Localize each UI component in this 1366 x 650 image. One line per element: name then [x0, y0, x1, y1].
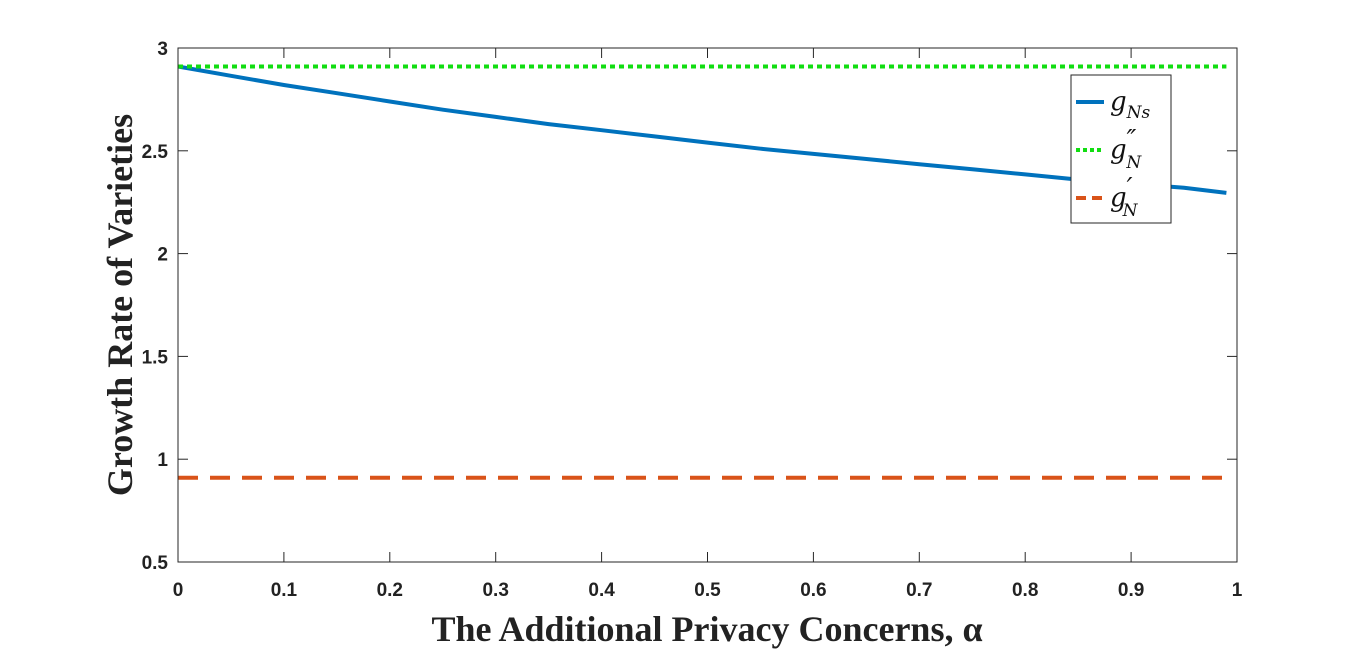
x-tick-label: 0.9	[1118, 580, 1144, 601]
x-tick-label: 0.2	[377, 580, 403, 601]
legend-subscript: N	[1125, 153, 1142, 173]
series-lines	[177, 64, 1227, 480]
plot-frame	[177, 47, 1238, 563]
tick-labels: 0 0.1 0.2 0.3 0.4 0.5 0.6 0.7 0.8 0.9 1 0.5 1 1.5 2 2.5…	[142, 39, 1243, 601]
x-tick-label: 1	[1232, 580, 1243, 601]
legend-prime: ″	[1127, 125, 1137, 155]
series-line-0	[177, 64, 1227, 195]
x-tick-label: 0.8	[1012, 580, 1038, 601]
legend-symbol: g	[1110, 135, 1127, 165]
legend-prime: ′	[1127, 173, 1133, 203]
legend-subscript: Ns	[1126, 103, 1151, 123]
y-tick-label: 2.5	[142, 142, 169, 163]
y-tick-label: 0.5	[142, 553, 169, 574]
legend-subscript: N	[1122, 201, 1139, 221]
x-tick-label: 0.1	[271, 580, 298, 601]
legend-symbol: g	[1110, 183, 1127, 213]
legend-entry-1: g″ N	[1110, 125, 1142, 173]
x-tick-label: 0.3	[482, 580, 508, 601]
y-tick-label: 1.5	[142, 347, 169, 368]
x-tick-label: 0.6	[800, 580, 826, 601]
y-tick-label: 1	[157, 450, 168, 471]
x-tick-label: 0.7	[906, 580, 932, 601]
x-tick-label: 0.5	[694, 580, 721, 601]
legend-entry-0: gNs	[1110, 87, 1151, 123]
y-tick-label: 3	[157, 39, 168, 60]
legend-symbol: g	[1110, 87, 1127, 117]
y-tick-label: 2	[157, 245, 168, 266]
x-tick-label: 0.4	[588, 580, 615, 601]
x-axis-title: The Additional Privacy Concerns, α	[431, 609, 982, 649]
y-axis-title: Growth Rate of Varieties	[100, 114, 140, 496]
legend-box	[1070, 74, 1172, 224]
x-tick-label: 0	[173, 580, 184, 601]
legend-entry-2: g′ N	[1110, 173, 1139, 221]
